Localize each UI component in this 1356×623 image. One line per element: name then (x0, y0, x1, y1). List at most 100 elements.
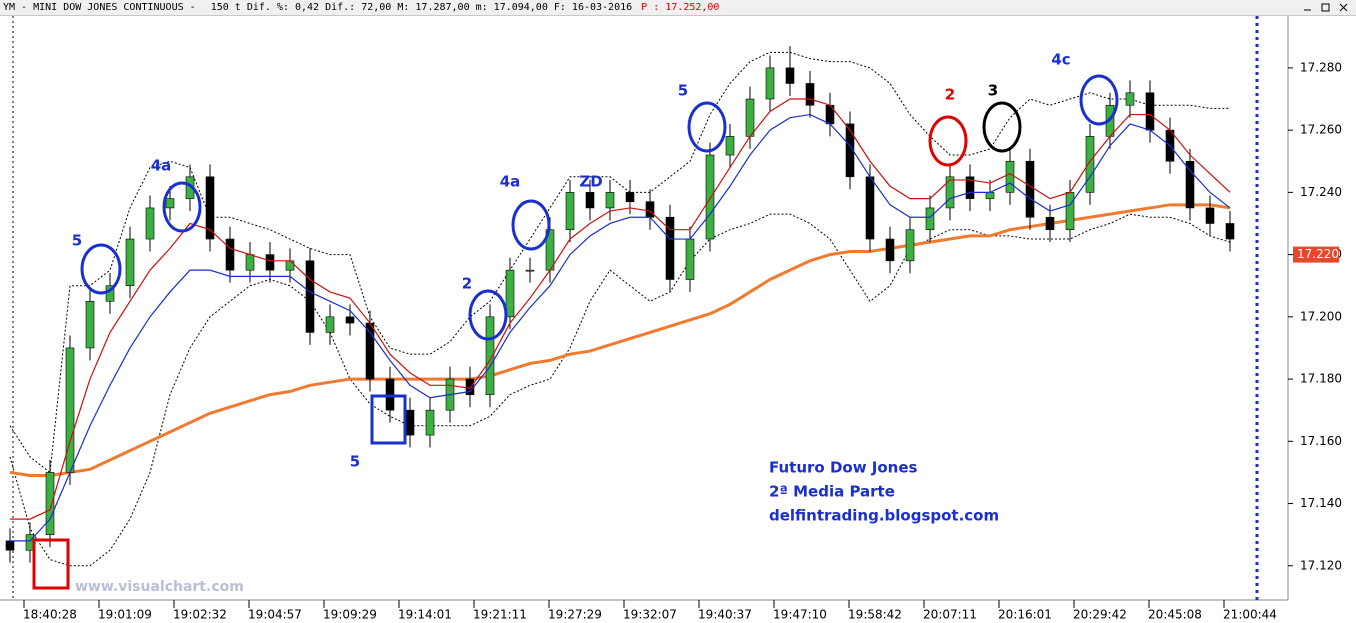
wave-circle (928, 115, 968, 167)
axis-panel (1288, 16, 1356, 623)
wave-label: 3 (988, 82, 998, 100)
candle-body (845, 123, 855, 178)
candle-body (525, 269, 535, 272)
candle-body (665, 216, 675, 280)
candle-body (1005, 160, 1015, 193)
x-tick-label: 19:47:10 (773, 608, 827, 622)
candle-body (1145, 92, 1155, 131)
candle-body (365, 322, 375, 380)
candle-body (1225, 223, 1235, 240)
x-tick-label: 20:07:11 (923, 608, 977, 622)
candle-body (1085, 136, 1095, 193)
wave-label: 2 (945, 86, 955, 104)
candle-body (865, 176, 875, 240)
x-tick-label: 20:45:08 (1148, 608, 1202, 622)
candle-body (645, 201, 655, 218)
candle-body (965, 176, 975, 199)
last-price-label: 17.220 (1297, 247, 1339, 261)
line-series (10, 113, 1231, 542)
candle-body (805, 83, 815, 106)
wave-label: 2 (462, 275, 472, 293)
note: Futuro Dow Jones (769, 459, 918, 477)
x-tick-label: 19:27:29 (548, 608, 602, 622)
candle-body (685, 238, 695, 280)
title-bar: YM - MINI DOW JONES CONTINUOUS - 150 t D… (0, 0, 1356, 16)
candle-body (1045, 216, 1055, 231)
x-tick-label: 19:32:07 (623, 608, 677, 622)
candle-body (745, 98, 755, 137)
candle-body (285, 260, 295, 271)
candle-body (325, 316, 335, 333)
close[interactable] (1339, 3, 1348, 12)
wave-label: 5 (72, 232, 82, 250)
y-tick-label: 17.200 (1300, 309, 1342, 323)
x-tick-label: 20:29:42 (1073, 608, 1127, 622)
x-tick-label: 18:40:28 (23, 608, 77, 622)
x-tick-label: 19:58:42 (848, 608, 902, 622)
candle-body (905, 229, 915, 262)
candle-body (565, 192, 575, 231)
wave-circle (511, 199, 551, 251)
candle-body (925, 207, 935, 231)
candle-body (725, 136, 735, 156)
line-series (9, 213, 1231, 567)
wave-label: 4a (151, 157, 172, 175)
candle-body (65, 347, 75, 473)
candle-body (305, 260, 315, 333)
candle-body (1125, 92, 1135, 106)
candle-body (1065, 192, 1075, 231)
x-tick-label: 19:01:09 (98, 608, 152, 622)
y-tick-label: 17.120 (1300, 558, 1342, 572)
symbol-title: YM - MINI DOW JONES CONTINUOUS - (3, 2, 196, 13)
x-tick-label: 19:21:11 (473, 608, 527, 622)
x-tick-label: 20:16:01 (998, 608, 1052, 622)
candle-body (85, 300, 95, 349)
wave-circle (982, 101, 1022, 153)
y-tick-label: 17.180 (1300, 372, 1342, 386)
wave-label: 4a (500, 173, 521, 191)
y-tick-label: 17.280 (1300, 60, 1342, 74)
x-tick-label: 19:14:01 (398, 608, 452, 622)
wave-label: 4c (1051, 51, 1070, 69)
candle-body (945, 176, 955, 209)
y-tick-label: 17.140 (1300, 496, 1342, 510)
wave-circle (687, 101, 727, 153)
wave-circle (162, 181, 202, 233)
wave-box (32, 538, 70, 590)
window-buttons[interactable] (1296, 0, 1356, 15)
line-series (9, 51, 1230, 474)
note: delfintrading.blogspot.com (769, 507, 999, 525)
candle-body (485, 316, 495, 395)
candle-body (1205, 207, 1215, 224)
candle-body (125, 238, 135, 287)
candle-body (405, 409, 415, 436)
candle-body (245, 254, 255, 271)
wave-label: ZD (579, 173, 602, 191)
candle-body (885, 238, 895, 262)
maximize[interactable] (1321, 3, 1330, 12)
note: 2ª Media Parte (769, 483, 895, 501)
x-tick-label: 19:04:57 (248, 608, 302, 622)
stats: 150 t Dif. %: 0,42 Dif.: 72,00 M: 17.287… (210, 2, 633, 13)
candle-body (265, 254, 275, 271)
candle-body (625, 192, 635, 203)
wave-label: 5 (350, 453, 360, 471)
y-tick-label: 17.160 (1300, 434, 1342, 448)
wave-box (370, 394, 407, 445)
candle-body (45, 472, 55, 535)
x-tick-label: 19:02:32 (173, 608, 227, 622)
wave-circle (1079, 74, 1119, 126)
line-series (10, 98, 1231, 520)
watermark: www.visualchart.com (75, 579, 244, 595)
y-tick-label: 17.260 (1300, 123, 1342, 137)
wave-circle (468, 289, 508, 341)
price: P : 17.252,00 (641, 2, 720, 13)
wave-circle (80, 243, 122, 295)
candle-body (5, 540, 15, 551)
x-tick-label: 19:09:29 (323, 608, 377, 622)
candle-body (145, 207, 155, 240)
candle-body (425, 409, 435, 436)
wave-label: 5 (678, 82, 688, 100)
y-tick-label: 17.240 (1300, 185, 1342, 199)
candle-body (785, 67, 795, 84)
